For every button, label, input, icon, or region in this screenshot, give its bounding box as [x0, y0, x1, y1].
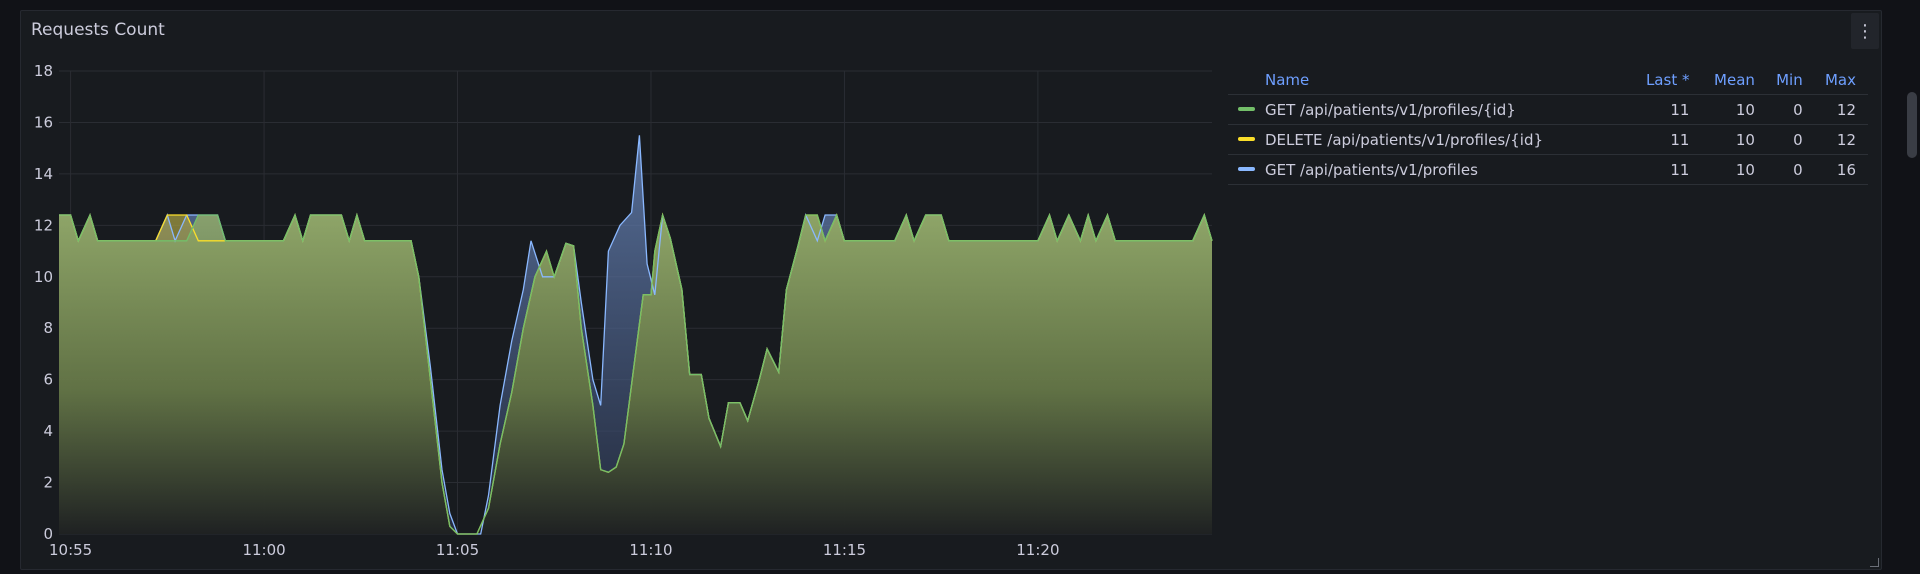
y-tick-label: 2 — [43, 474, 53, 492]
y-tick-label: 10 — [34, 268, 53, 286]
legend-row[interactable]: GET /api/patients/v1/profiles/{id} 11 10… — [1228, 94, 1868, 125]
scrollbar-thumb[interactable] — [1907, 92, 1917, 158]
y-axis-ticks: 0 2 4 6 8 10 12 14 16 18 — [34, 62, 53, 543]
time-series-chart[interactable]: 0 2 4 6 8 10 12 14 16 18 10:55 11:00 11:05 11:10 11:1… — [21, 11, 1221, 571]
x-tick-label: 11:00 — [242, 541, 285, 559]
series-line — [59, 212, 1213, 535]
series-min: 0 — [1766, 124, 1815, 155]
page-scrollbar[interactable] — [1904, 0, 1920, 574]
y-tick-label: 4 — [43, 422, 53, 440]
x-tick-label: 11:10 — [629, 541, 672, 559]
panel-title: Requests Count — [31, 20, 165, 40]
x-tick-label: 10:55 — [49, 541, 92, 559]
series-last: 11 — [1632, 124, 1702, 155]
legend-col-min[interactable]: Min — [1766, 65, 1815, 95]
series-mean: 10 — [1701, 94, 1767, 125]
legend-col-max[interactable]: Max — [1814, 65, 1868, 95]
legend-row[interactable]: GET /api/patients/v1/profiles 11 10 0 16 — [1228, 154, 1868, 185]
series-name[interactable]: DELETE /api/patients/v1/profiles/{id} — [1265, 130, 1544, 149]
series-mean: 10 — [1701, 124, 1767, 155]
legend-col-last[interactable]: Last * — [1632, 65, 1702, 95]
series-color-swatch — [1238, 167, 1255, 171]
series-area — [59, 215, 1212, 534]
series-last: 11 — [1632, 154, 1702, 185]
series-max: 12 — [1814, 94, 1868, 125]
resize-handle-icon[interactable] — [1870, 558, 1879, 567]
y-tick-label: 0 — [43, 525, 53, 543]
y-tick-label: 14 — [34, 165, 53, 183]
legend-col-name[interactable]: Name — [1228, 65, 1633, 95]
x-tick-label: 11:05 — [436, 541, 479, 559]
y-tick-label: 18 — [34, 62, 53, 80]
x-axis-ticks: 10:55 11:00 11:05 11:10 11:15 11:20 — [49, 541, 1060, 559]
y-tick-label: 8 — [43, 319, 53, 337]
y-tick-label: 12 — [34, 216, 53, 234]
series-max: 16 — [1814, 154, 1868, 185]
series-lines — [59, 135, 1213, 535]
series-color-swatch — [1238, 107, 1255, 111]
legend-row[interactable]: DELETE /api/patients/v1/profiles/{id} 11… — [1228, 124, 1868, 155]
series-color-swatch — [1238, 137, 1255, 141]
series-min: 0 — [1766, 154, 1815, 185]
series-max: 12 — [1814, 124, 1868, 155]
y-tick-label: 16 — [34, 113, 53, 131]
series-last: 11 — [1632, 94, 1702, 125]
x-tick-label: 11:15 — [823, 541, 866, 559]
requests-count-panel: Requests Count ⋮ 0 2 4 6 8 10 12 14 16 18 10:55 11… — [20, 10, 1882, 570]
series-name[interactable]: GET /api/patients/v1/profiles/{id} — [1265, 100, 1516, 119]
kebab-menu-icon[interactable]: ⋮ — [1851, 13, 1879, 49]
legend-table: Name Last * Mean Min Max GET /api/patien… — [1228, 65, 1868, 185]
x-tick-label: 11:20 — [1016, 541, 1059, 559]
y-tick-label: 6 — [43, 371, 53, 389]
series-name[interactable]: GET /api/patients/v1/profiles — [1265, 160, 1478, 179]
legend-col-mean[interactable]: Mean — [1701, 65, 1767, 95]
series-areas — [59, 135, 1212, 535]
series-mean: 10 — [1701, 154, 1767, 185]
series-min: 0 — [1766, 94, 1815, 125]
